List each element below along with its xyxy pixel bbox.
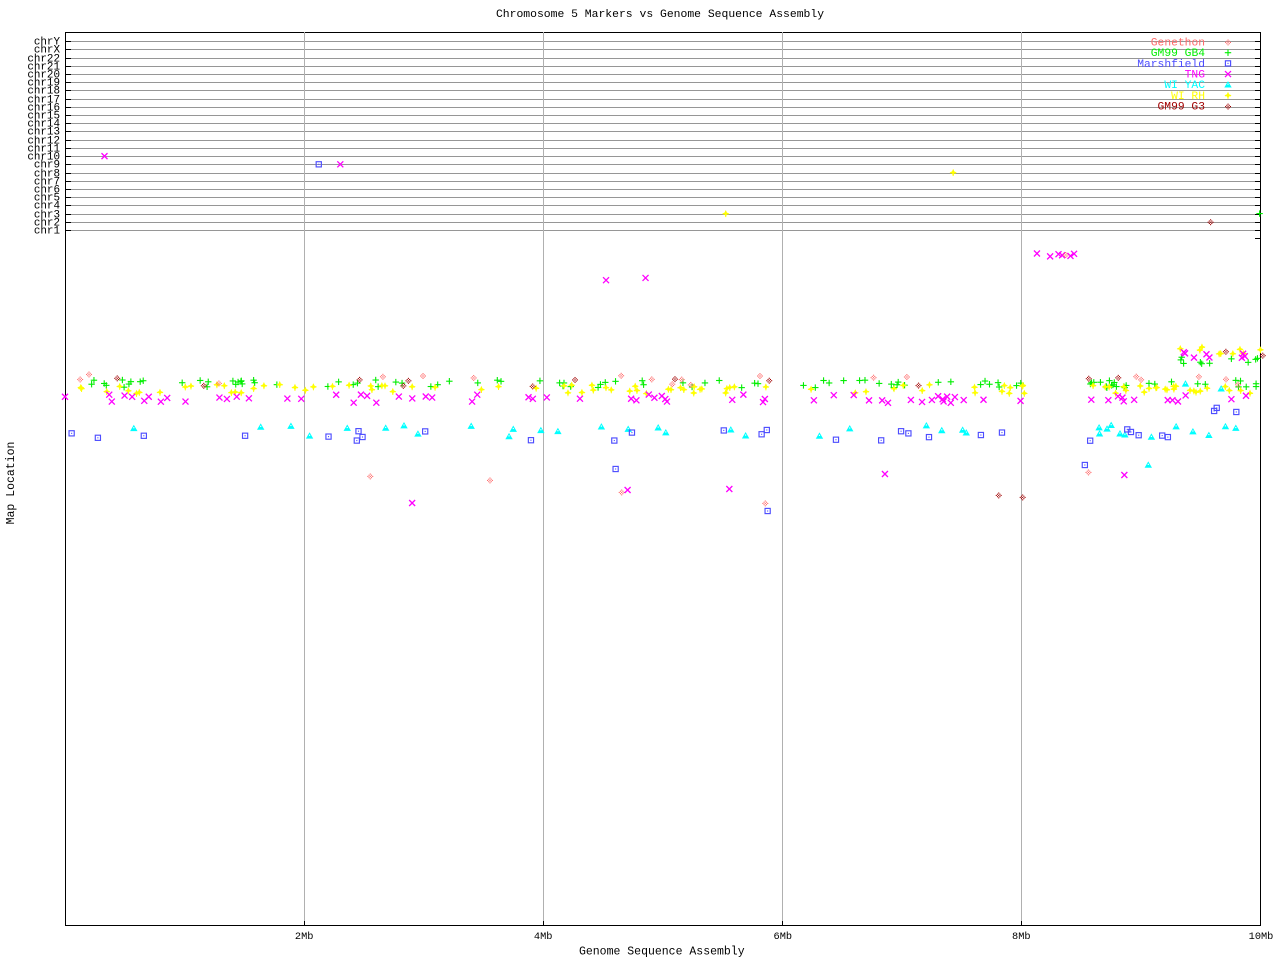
svg-text:8Mb: 8Mb	[1012, 931, 1031, 943]
svg-text:Chromosome 5 Markers vs Genome: Chromosome 5 Markers vs Genome Sequence …	[496, 9, 824, 21]
svg-text:6Mb: 6Mb	[774, 931, 793, 943]
svg-text:10Mb: 10Mb	[1249, 931, 1274, 943]
svg-text:4Mb: 4Mb	[534, 931, 553, 943]
svg-text:Genome Sequence Assembly: Genome Sequence Assembly	[579, 946, 745, 959]
svg-text:Map Location: Map Location	[5, 442, 18, 525]
svg-text:GM99 G3: GM99 G3	[1158, 102, 1206, 114]
svg-text:2Mb: 2Mb	[295, 931, 314, 943]
svg-text:chr1: chr1	[34, 226, 61, 238]
